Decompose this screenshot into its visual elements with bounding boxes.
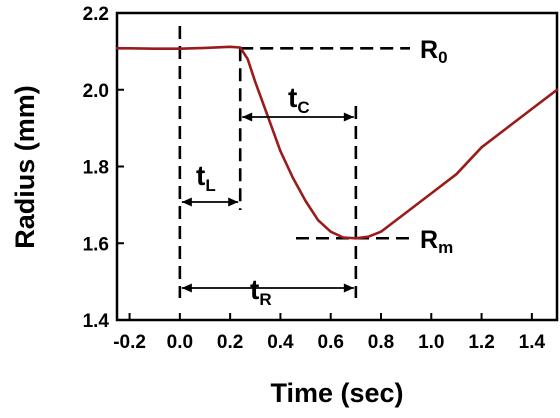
x-tick-label: 0.8 bbox=[368, 332, 394, 353]
series-line bbox=[115, 45, 559, 240]
x-tick-label: 1.0 bbox=[418, 332, 444, 353]
annotation-tr-sub: R bbox=[259, 290, 271, 309]
arrow-tc bbox=[242, 112, 354, 122]
annotation-tl: tL bbox=[196, 160, 216, 195]
plot-area-frame bbox=[115, 11, 559, 322]
annotation-rm: Rm bbox=[420, 226, 453, 257]
annotation-r0: R0 bbox=[420, 36, 448, 67]
x-tick-label: 1.2 bbox=[468, 332, 494, 353]
x-tick-label: 1.4 bbox=[519, 332, 546, 353]
y-tick-label: 1.4 bbox=[83, 311, 110, 332]
arrow-tr bbox=[181, 283, 354, 293]
x-axis-ticks: -0.2 0.0 0.2 0.4 0.6 0.8 1.0 1.2 1.4 bbox=[113, 313, 545, 353]
x-tick-label: -0.2 bbox=[113, 332, 146, 353]
annotation-tr: tR bbox=[250, 274, 272, 309]
annotation-tc-sub: C bbox=[297, 98, 309, 117]
annotation-dashed-lines bbox=[178, 26, 410, 298]
y-tick-label: 1.6 bbox=[83, 234, 109, 255]
x-tick-label: 0.6 bbox=[318, 332, 344, 353]
annotation-tc: tC bbox=[288, 82, 310, 117]
annotation-arrows bbox=[181, 112, 354, 293]
y-tick-label: 1.8 bbox=[83, 158, 109, 179]
x-tick-label: 0.0 bbox=[167, 332, 193, 353]
annotation-tc-main: t bbox=[288, 82, 297, 113]
annotation-r0-main: R bbox=[420, 36, 438, 64]
x-tick-label: 0.2 bbox=[217, 332, 243, 353]
x-tick-label: 0.4 bbox=[267, 332, 294, 353]
y-tick-label: 2.0 bbox=[83, 81, 109, 102]
annotation-tr-main: t bbox=[250, 274, 259, 305]
annotation-r0-sub: 0 bbox=[438, 48, 447, 67]
y-tick-label: 2.2 bbox=[83, 4, 109, 25]
arrow-tl bbox=[181, 197, 239, 207]
y-axis-ticks: 1.4 1.6 1.8 2.0 2.2 bbox=[83, 4, 124, 332]
annotation-tl-main: t bbox=[196, 160, 205, 191]
y-axis-title: Radius (mm) bbox=[10, 85, 40, 249]
annotation-tl-sub: L bbox=[205, 176, 215, 195]
annotation-rm-sub: m bbox=[438, 238, 453, 257]
annotation-rm-main: R bbox=[420, 226, 438, 254]
x-axis-title: Time (sec) bbox=[270, 378, 403, 408]
